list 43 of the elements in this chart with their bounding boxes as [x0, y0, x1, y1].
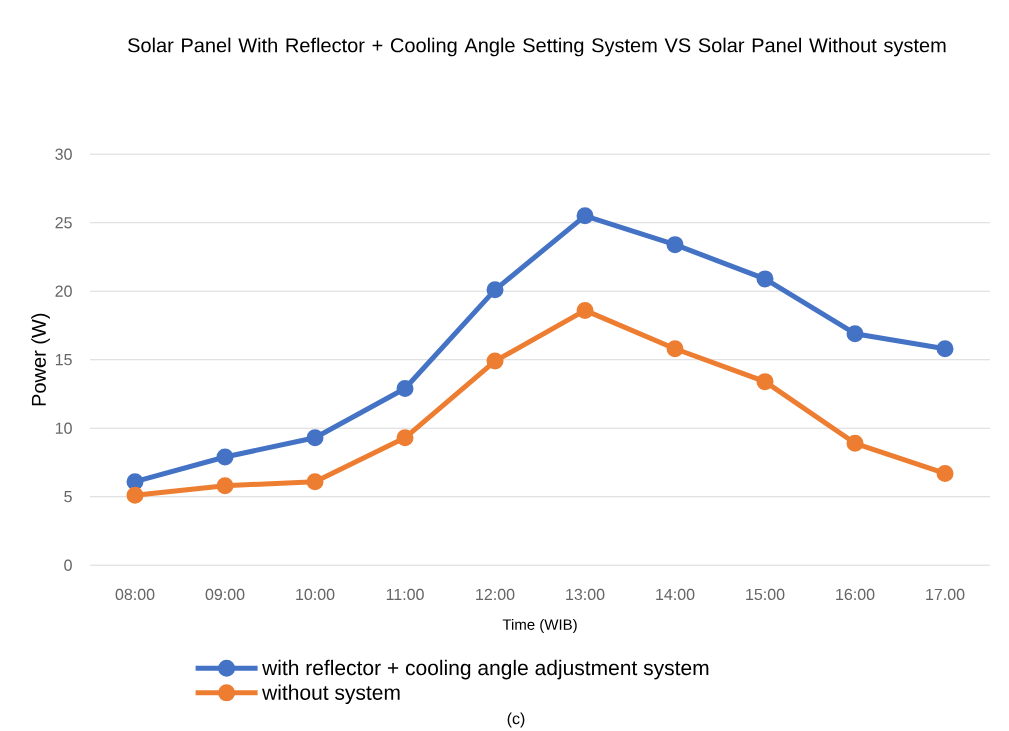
point	[126, 473, 144, 491]
text: (c)	[507, 712, 525, 728]
x-tick-label: 17.00	[926, 588, 965, 601]
point	[576, 301, 594, 319]
y-tick-label: 10	[55, 422, 72, 434]
x-tick-label: 10:00	[296, 588, 335, 601]
point	[936, 464, 954, 482]
x-tick-label: 08:00	[115, 588, 155, 601]
x-axis-title: Time (WIB)	[502, 618, 577, 633]
y-tick-label: 30	[55, 148, 72, 160]
x-tick-label: 12:00	[476, 588, 515, 601]
y-axis-title: Power (W)	[31, 313, 50, 406]
point	[396, 379, 414, 397]
point	[306, 429, 324, 447]
y-tick-label: 25	[55, 217, 72, 229]
point	[486, 352, 504, 370]
point	[306, 473, 324, 491]
point	[666, 236, 684, 254]
point	[576, 207, 594, 225]
point	[756, 373, 774, 391]
point	[846, 325, 864, 343]
x-tick-label: 16:00	[836, 588, 875, 601]
point	[936, 340, 954, 358]
chart-title: Solar Panel With Reflector + Cooling Angle Setting System VS Solar Panel Without system	[128, 37, 946, 57]
point	[666, 340, 684, 358]
point	[396, 429, 414, 447]
point	[756, 270, 774, 288]
x-tick-label: 14:00	[656, 588, 695, 601]
y-tick-label: 15	[55, 354, 72, 366]
x-tick-label: 15:00	[746, 588, 785, 601]
legend-label: with reflector + cooling angle adjustment system	[262, 659, 709, 680]
y-tick-label: 20	[55, 285, 72, 297]
x-tick-label: 11:00	[386, 588, 424, 601]
point	[486, 281, 504, 299]
legend-label: without system	[262, 684, 400, 705]
x-tick-label: 09:00	[205, 588, 245, 601]
point	[216, 448, 234, 466]
y-tick-label: 5	[64, 491, 72, 503]
point	[126, 486, 144, 504]
y-tick-label: 0	[64, 559, 72, 571]
point	[846, 434, 864, 452]
x-tick-label: 13:00	[566, 588, 605, 601]
point	[216, 477, 234, 495]
